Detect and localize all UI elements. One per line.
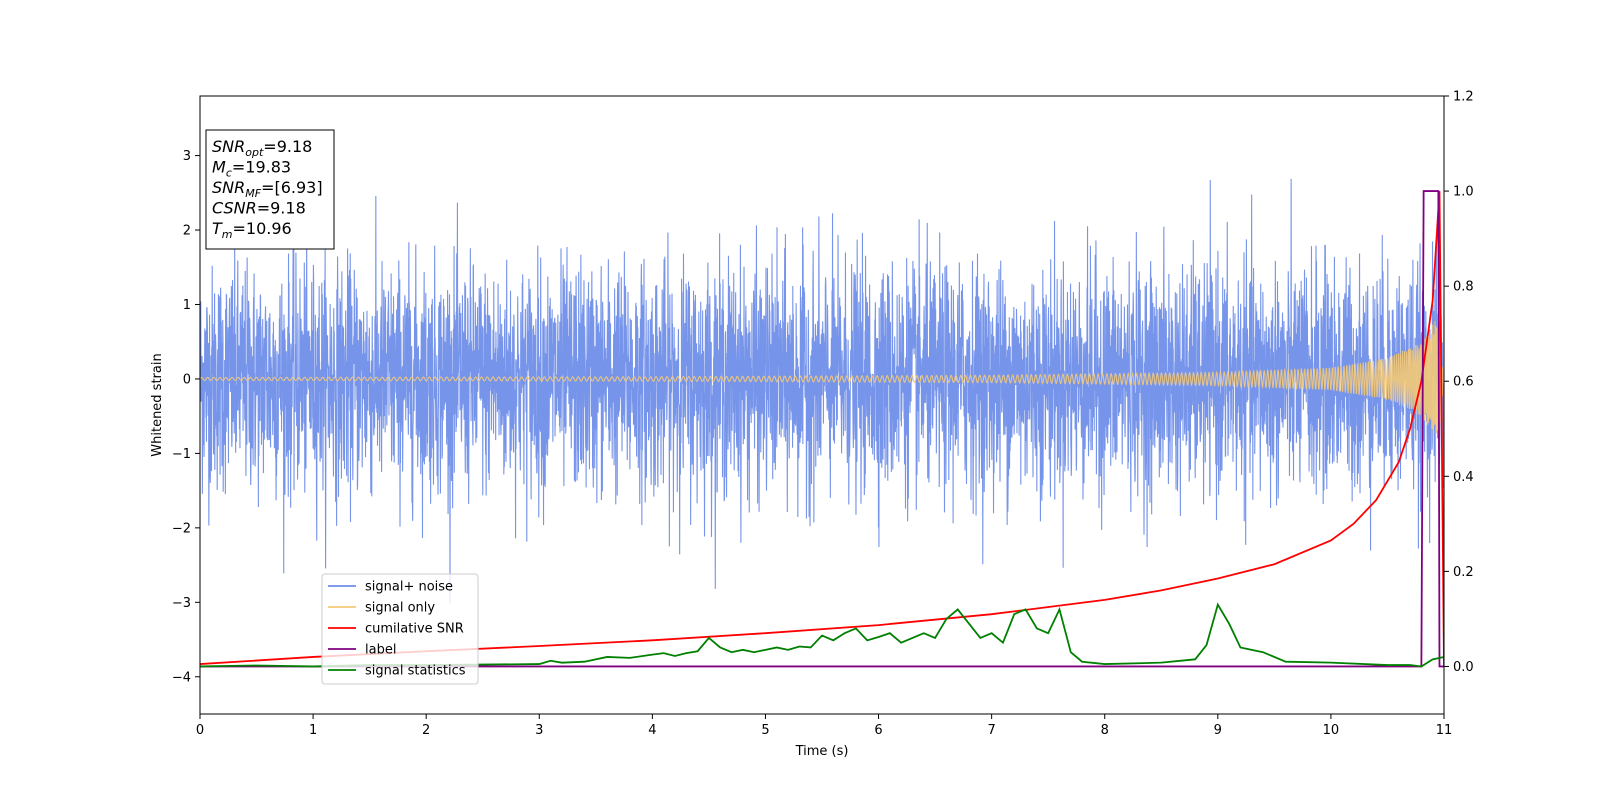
y2-tick-label: 1.2 xyxy=(1453,90,1474,105)
legend-entry: signal+ noise xyxy=(365,580,453,595)
y-tick-label: 1 xyxy=(183,298,191,313)
series-line-signal-statistics xyxy=(200,602,1444,668)
y-tick-label: 0 xyxy=(183,372,191,387)
info-box-row: Tm=10.96 xyxy=(212,219,292,241)
series-line-signal-only xyxy=(200,319,1444,434)
y-tick-label: −3 xyxy=(172,596,191,611)
series-line-label xyxy=(200,190,1444,668)
info-box-row: SNRMF=[6.93] xyxy=(212,178,323,200)
y2-tick-label: 0.8 xyxy=(1453,280,1474,295)
x-tick-label: 11 xyxy=(1436,723,1453,738)
legend-entry: label xyxy=(365,643,396,658)
y2-tick-label: 1.0 xyxy=(1453,185,1474,200)
y-axis-left: −4 −3 −2 −1 0 1 2 3 xyxy=(172,149,200,685)
info-box: SNRopt=9.18Mc=19.83SNRMF=[6.93]CSNR=9.18… xyxy=(205,129,335,250)
plot-frame xyxy=(199,95,1445,715)
x-tick-label: 10 xyxy=(1323,723,1340,738)
x-tick-label: 1 xyxy=(309,723,317,738)
legend-frame xyxy=(321,573,479,685)
legend-entry: signal statistics xyxy=(365,664,466,679)
info-box-row: SNRopt=9.18 xyxy=(212,137,312,159)
info-box-row: Mc=19.83 xyxy=(212,158,291,180)
y-axis-right: 0.0 0.2 0.4 0.6 0.8 1.0 1.2 xyxy=(1444,90,1474,675)
x-tick-label: 0 xyxy=(196,723,204,738)
y-tick-label: −2 xyxy=(172,521,191,536)
y-axis-title: Whitened strain xyxy=(150,353,165,456)
x-axis: 0 1 2 3 4 5 6 7 8 9 10 11 xyxy=(196,714,1452,738)
legend-entry: signal only xyxy=(365,601,435,616)
x-tick-label: 5 xyxy=(761,723,769,738)
x-tick-label: 7 xyxy=(987,723,995,738)
y2-tick-label: 0.6 xyxy=(1453,375,1474,390)
y-tick-label: −1 xyxy=(172,447,191,462)
x-tick-label: 6 xyxy=(874,723,882,738)
series-layer xyxy=(200,178,1444,668)
info-box-frame xyxy=(205,129,335,250)
y2-tick-label: 0.0 xyxy=(1453,660,1474,675)
x-axis-title: Time (s) xyxy=(795,744,849,759)
legend-entry: cumilative SNR xyxy=(365,622,464,637)
legend: signal+ noise signal only cumilative SNR la… xyxy=(321,573,479,685)
info-box-row: CSNR=9.18 xyxy=(212,199,306,218)
x-tick-label: 4 xyxy=(648,723,656,738)
y2-tick-label: 0.4 xyxy=(1453,470,1474,485)
x-tick-label: 3 xyxy=(535,723,543,738)
y-tick-label: 3 xyxy=(183,149,191,164)
series-line-cumilative-snr xyxy=(200,191,1444,667)
y-tick-label: 2 xyxy=(183,224,191,239)
y2-tick-label: 0.2 xyxy=(1453,565,1474,580)
x-tick-label: 9 xyxy=(1214,723,1222,738)
x-tick-label: 8 xyxy=(1101,723,1109,738)
x-tick-label: 2 xyxy=(422,723,430,738)
y-tick-label: −4 xyxy=(172,670,191,685)
